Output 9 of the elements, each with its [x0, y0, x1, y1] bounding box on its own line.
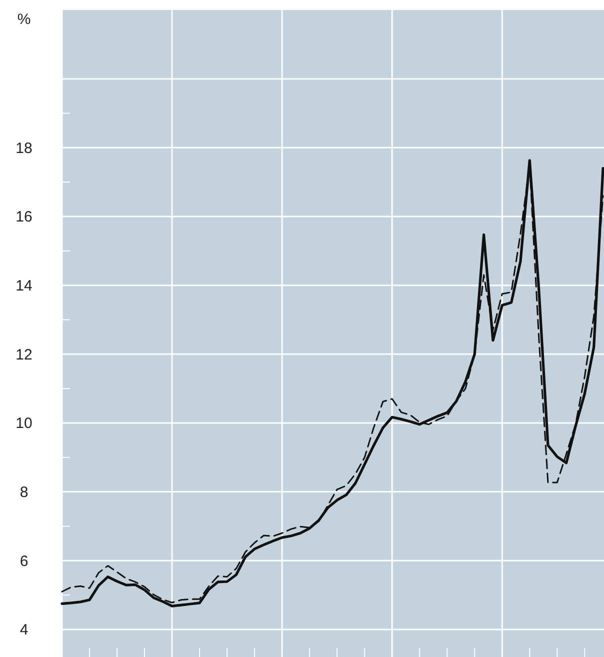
y-tick-label: 4 — [20, 622, 28, 639]
y-axis-title: % — [17, 11, 31, 28]
y-tick-label: 16 — [16, 208, 32, 226]
y-tick-label: 12 — [16, 346, 32, 364]
y-tick-label: 6 — [20, 552, 28, 570]
y-tick-label: 8 — [20, 484, 28, 502]
y-tick-label: 10 — [16, 415, 32, 432]
y-tick-label: 18 — [16, 140, 32, 157]
y-tick-label: 14 — [16, 278, 32, 295]
